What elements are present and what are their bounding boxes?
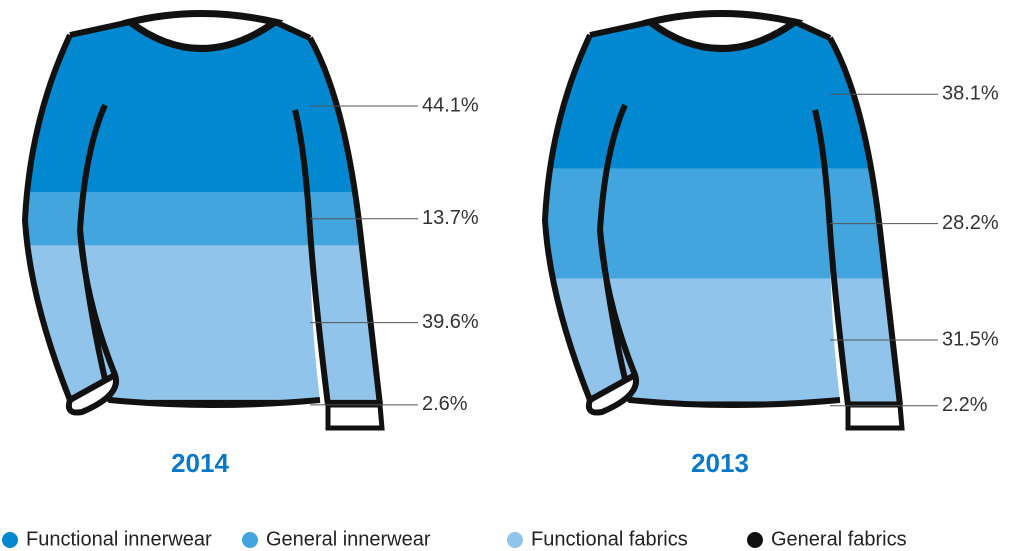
- legend-item: General innerwear: [242, 528, 431, 550]
- legend-item: Functional innerwear: [2, 528, 212, 550]
- legend-swatch: [242, 532, 258, 548]
- data-label: 39.6%: [422, 311, 479, 333]
- legend-swatch: [2, 532, 18, 548]
- data-label: 13.7%: [422, 207, 479, 229]
- data-label: 2.6%: [422, 393, 468, 415]
- data-label: 44.1%: [422, 94, 479, 116]
- data-label: 31.5%: [942, 328, 999, 350]
- legend-label: Functional innerwear: [26, 528, 212, 550]
- data-label: 2.2%: [942, 394, 988, 416]
- shirt: 44.1% 13.7% 39.6% 2.6% 2014: [10, 14, 479, 478]
- legend-item: General fabrics: [747, 528, 907, 550]
- shirt: 38.1% 28.2% 31.5% 2.2% 2013: [530, 14, 999, 478]
- right-cuff: [848, 405, 902, 428]
- legend-item: Functional fabrics: [507, 528, 688, 550]
- legend-label: Functional fabrics: [531, 528, 688, 550]
- chart: 44.1% 13.7% 39.6% 2.6% 2014 38.1% 28.2% 31.5% 2.…: [0, 0, 1009, 551]
- year-label: 2014: [171, 448, 229, 478]
- legend-label: General innerwear: [266, 528, 431, 550]
- legend-swatch: [747, 532, 763, 548]
- shirt-bands: [530, 20, 930, 410]
- legend-label: General fabrics: [771, 528, 907, 550]
- data-label: 28.2%: [942, 212, 999, 234]
- data-label: 38.1%: [942, 83, 999, 105]
- shirt-bands: [10, 20, 410, 410]
- legend-swatch: [507, 532, 523, 548]
- right-cuff: [328, 405, 382, 428]
- year-label: 2013: [691, 448, 749, 478]
